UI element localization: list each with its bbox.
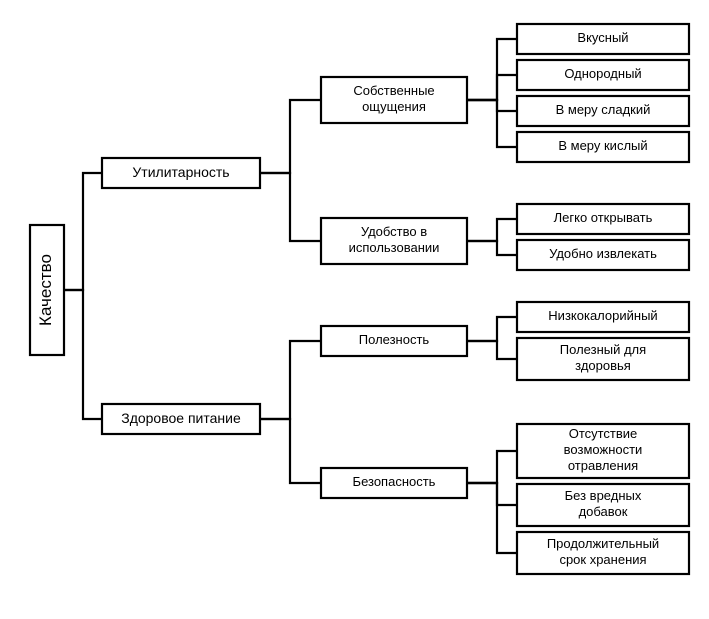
node-util: Утилитарность bbox=[102, 158, 260, 188]
edge-feel-l3 bbox=[467, 100, 517, 111]
node-l3: В меру сладкий bbox=[517, 96, 689, 126]
edge-root-util bbox=[64, 173, 102, 290]
node-safe-label: Безопасность bbox=[353, 474, 436, 489]
node-l3-label: В меру сладкий bbox=[556, 102, 651, 117]
node-root: Качество bbox=[30, 225, 64, 355]
node-l7-label: Низкокалорийный bbox=[548, 308, 657, 323]
node-safe: Безопасность bbox=[321, 468, 467, 498]
edge-safe-l11 bbox=[467, 483, 517, 553]
node-useful-label: Полезность bbox=[359, 332, 430, 347]
node-l4: В меру кислый bbox=[517, 132, 689, 162]
edge-feel-l4 bbox=[467, 100, 517, 147]
edge-util-use bbox=[260, 173, 321, 241]
node-l4-label: В меру кислый bbox=[558, 138, 647, 153]
node-use: Удобство виспользовании bbox=[321, 218, 467, 264]
hierarchy-diagram: Качество Утилитарность Здоровое питание Соб… bbox=[0, 0, 709, 619]
edge-health-safe bbox=[260, 419, 321, 483]
edge-root-health bbox=[64, 290, 102, 419]
edge-feel-l1 bbox=[467, 39, 517, 100]
node-l9-label: Отсутствиевозможностиотравления bbox=[564, 427, 643, 474]
node-l1: Вкусный bbox=[517, 24, 689, 54]
edge-use-l6 bbox=[467, 241, 517, 255]
node-l11: Продолжительныйсрок хранения bbox=[517, 532, 689, 574]
node-useful: Полезность bbox=[321, 326, 467, 356]
node-l1-label: Вкусный bbox=[577, 30, 628, 45]
node-util-label: Утилитарность bbox=[132, 164, 229, 180]
node-l5: Легко открывать bbox=[517, 204, 689, 234]
node-l7: Низкокалорийный bbox=[517, 302, 689, 332]
edge-feel-l2 bbox=[467, 75, 517, 100]
node-l9: Отсутствиевозможностиотравления bbox=[517, 424, 689, 478]
edge-util-feel bbox=[260, 100, 321, 173]
node-feel-label: Собственныеощущения bbox=[353, 84, 434, 115]
node-feel: Собственныеощущения bbox=[321, 77, 467, 123]
node-health-label: Здоровое питание bbox=[121, 410, 241, 426]
node-l6: Удобно извлекать bbox=[517, 240, 689, 270]
edge-useful-l8 bbox=[467, 341, 517, 359]
node-health: Здоровое питание bbox=[102, 404, 260, 434]
node-l11-label: Продолжительныйсрок хранения bbox=[547, 537, 659, 568]
node-l6-label: Удобно извлекать bbox=[549, 246, 657, 261]
node-l2: Однородный bbox=[517, 60, 689, 90]
edge-safe-l9 bbox=[467, 451, 517, 483]
edge-useful-l7 bbox=[467, 317, 517, 341]
node-l10: Без вредныхдобавок bbox=[517, 484, 689, 526]
node-root-label: Качество bbox=[36, 254, 55, 326]
edge-health-useful bbox=[260, 341, 321, 419]
edge-use-l5 bbox=[467, 219, 517, 241]
node-l2-label: Однородный bbox=[564, 66, 641, 81]
node-use-label: Удобство виспользовании bbox=[349, 225, 440, 256]
node-l5-label: Легко открывать bbox=[554, 210, 653, 225]
node-l8: Полезный дляздоровья bbox=[517, 338, 689, 380]
edge-safe-l10 bbox=[467, 483, 517, 505]
